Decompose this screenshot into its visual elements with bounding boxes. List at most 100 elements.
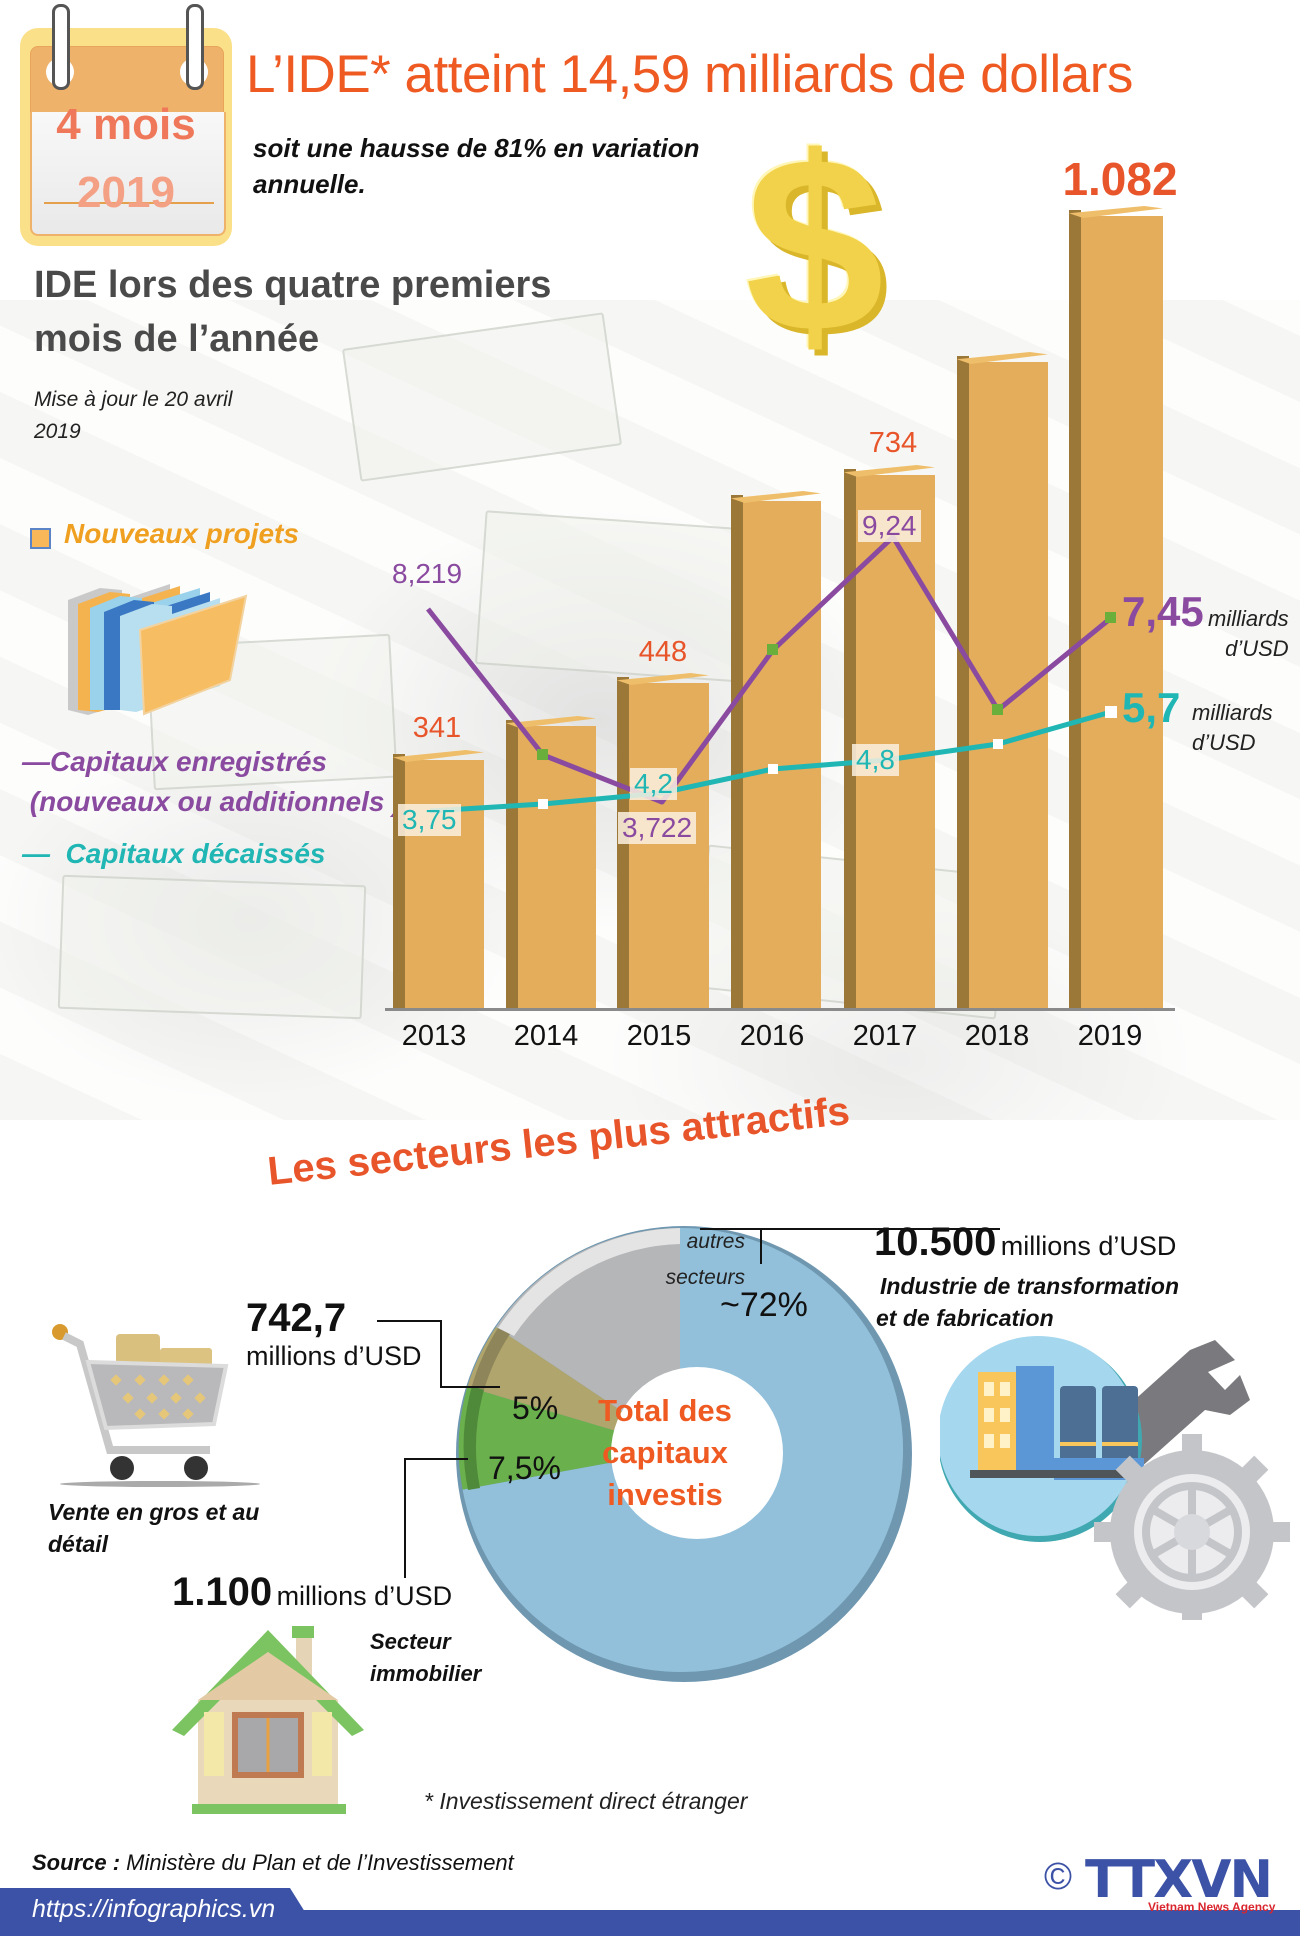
sector-donut-chart [456, 1226, 912, 1682]
folder-icon [68, 584, 248, 716]
source-text: Ministère du Plan et de l’Investissement [120, 1850, 514, 1875]
registered-label-2015: 3,722 [618, 812, 697, 844]
x-tick-2015: 2015 [626, 1020, 692, 1052]
center-line3: investis [607, 1477, 723, 1512]
chart-heading-line1: IDE lors des quatre premiers [34, 264, 552, 306]
unit-line1: milliards [1192, 700, 1273, 725]
disbursed-label-2017: 4,8 [852, 744, 899, 776]
real-estate-line1: Secteur [370, 1629, 451, 1654]
footer-tab [0, 1888, 320, 1936]
retail-unit: millions d’USD [246, 1341, 422, 1371]
dollar-icon: $ [745, 105, 885, 384]
donut-center-label: Total des capitaux investis [570, 1390, 760, 1516]
x-tick-2016: 2016 [739, 1020, 805, 1052]
legend-label-registered: —Capitaux enregistrés (nouveaux ou addit… [22, 742, 402, 822]
registered-label-2013: 8,219 [392, 558, 463, 589]
line-series [426, 534, 1117, 814]
legend-swatch-bars [30, 528, 51, 549]
manufacturing-unit: millions d’USD [1000, 1231, 1177, 1261]
copyright-icon: © [1044, 1856, 1072, 1898]
legend-registered-line1: —Capitaux enregistrés [22, 746, 327, 777]
source-label: Source : [32, 1850, 121, 1875]
bar-2017 [844, 465, 935, 1010]
manufacturing-line1: Industrie de transformation [880, 1273, 1180, 1299]
center-line2: capitaux [602, 1435, 728, 1470]
disbursed-label-2015: 4,2 [630, 768, 677, 800]
center-line1: Total des [598, 1393, 732, 1428]
x-tick-2018: 2018 [964, 1020, 1030, 1052]
real-estate-unit: millions d’USD [276, 1581, 453, 1611]
unit-line2: d’USD [1225, 636, 1289, 661]
page-subtitle: soit une hausse de 81% en variation annu… [253, 133, 700, 199]
retail-value: 742,7 [246, 1296, 347, 1340]
chart-heading-line2: mois de l’année [34, 318, 320, 360]
page-title: L’IDE* atteint 14,59 milliards de dollar… [246, 45, 1133, 104]
others-line1: autres [686, 1230, 745, 1253]
legend-label-disbursed: — Capitaux décaissés [22, 838, 326, 869]
bar-label-2013: 341 [412, 712, 462, 744]
bar-label-2017: 734 [868, 427, 918, 459]
bar-2015 [617, 673, 709, 1010]
leader-line [404, 1458, 468, 1460]
pie-label-manufacturing: ~72% [720, 1286, 808, 1324]
calendar-month: 4 mois [56, 100, 196, 149]
callout-real-estate: 1.100 millions d’USD [172, 1570, 452, 1615]
unit-line1: milliards [1208, 606, 1289, 631]
leader-line [700, 1228, 1000, 1230]
industry-icon [940, 1336, 1290, 1620]
registered-label-2017: 9,24 [858, 510, 921, 542]
calendar-year: 2019 [77, 168, 175, 217]
calendar-divider [44, 202, 214, 204]
disbursed-label-2019: 5,7 [1122, 684, 1181, 731]
leader-line [377, 1320, 441, 1322]
leader-line [440, 1386, 500, 1388]
x-tick-2019: 2019 [1077, 1020, 1143, 1052]
calendar-page [30, 112, 226, 236]
registered-label-2019: 7,45 [1122, 588, 1204, 635]
bar-2016 [731, 491, 821, 1010]
update-date: Mise à jour le 20 avril 2019 [34, 384, 232, 448]
retail-line1: Vente en gros et au [48, 1499, 260, 1525]
registered-capital-line [426, 534, 1113, 805]
registered-unit: milliards d’USD [1208, 604, 1289, 664]
calendar-ring [52, 4, 70, 90]
bar-label-2019: 1.082 [1062, 153, 1178, 205]
x-tick-2017: 2017 [852, 1020, 918, 1052]
source: Source : Ministère du Plan et de l’Inves… [32, 1850, 514, 1876]
calendar-ring [186, 4, 204, 90]
real-estate-value: 1.100 [172, 1570, 273, 1614]
chart-heading: IDE lors des quatre premiers mois de l’a… [34, 258, 634, 366]
update-date-line2: 2019 [34, 420, 81, 443]
disbursed-label-2013: 3,75 [398, 804, 461, 836]
slice-real-estate [458, 1386, 680, 1490]
leader-line [440, 1320, 442, 1386]
manufacturing-name: Industrie de transformation et de fabric… [876, 1270, 1179, 1334]
manufacturing-line2: et de fabrication [876, 1305, 1054, 1331]
x-tick-2013: 2013 [401, 1020, 467, 1052]
legend-label-bars: Nouveaux projets [64, 518, 299, 549]
logo-subtitle: Vietnam News Agency [1148, 1900, 1276, 1914]
real-estate-name: Secteur immobilier [370, 1626, 481, 1690]
x-axis [385, 1008, 1175, 1011]
bar-2019 [1069, 206, 1163, 1010]
leader-line [404, 1458, 406, 1578]
house-icon [172, 1626, 364, 1814]
bar-label-2015: 448 [638, 636, 688, 668]
leader-line [760, 1228, 762, 1264]
donut-hole [611, 1367, 783, 1539]
bar-2013 [393, 750, 484, 1010]
pie-label-retail: 5% [512, 1390, 559, 1426]
pie-label-others: autres secteurs [625, 1224, 745, 1296]
callout-retail: 742,7 millions d’USD [246, 1296, 422, 1372]
shopping-cart-icon [52, 1324, 260, 1487]
ttxvn-logo: TTXVN [1085, 1850, 1273, 1910]
x-tick-2014: 2014 [513, 1020, 579, 1052]
manufacturing-value: 10.500 [874, 1220, 997, 1264]
disbursed-capital-line [429, 709, 1112, 814]
website-link[interactable]: https://infographics.vn [32, 1895, 276, 1923]
pie-label-real-estate: 7,5% [488, 1450, 561, 1486]
callout-manufacturing: 10.500 millions d’USD [874, 1220, 1176, 1265]
real-estate-line2: immobilier [370, 1661, 482, 1686]
disbursed-unit: milliards d’USD [1192, 698, 1273, 758]
footnote: * Investissement direct étranger [424, 1788, 748, 1814]
